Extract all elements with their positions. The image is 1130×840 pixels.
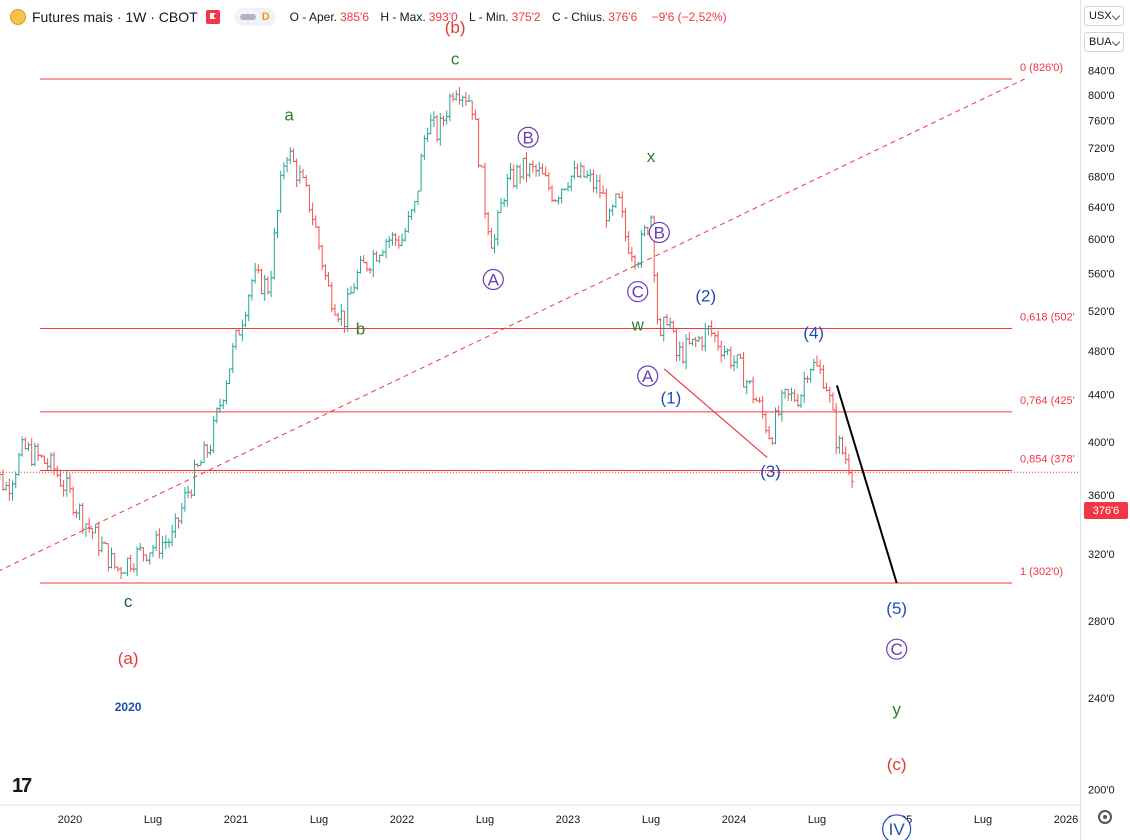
x-tick-label: Lug	[974, 814, 992, 826]
y-tick-label: 600'0	[1088, 234, 1115, 246]
x-tick-label: 2026	[1054, 814, 1078, 826]
wave-circle	[882, 814, 912, 840]
wave-label: (c)	[887, 755, 907, 774]
x-tick-label: 2023	[556, 814, 580, 826]
wave-label: x	[647, 147, 656, 166]
x-tick-label: 2021	[224, 814, 248, 826]
y-tick-label: 760'0	[1088, 116, 1115, 128]
symbol-title[interactable]: Futures mais · 1W · CBOT	[32, 9, 198, 25]
wave-label: (b)	[445, 18, 466, 37]
wave-label: A	[488, 271, 500, 290]
y-tick-label: 680'0	[1088, 171, 1115, 183]
wave-label: (a)	[118, 649, 139, 668]
wave-label: C	[891, 640, 903, 659]
y-tick-label: 200'0	[1088, 784, 1115, 796]
y-tick-label: 840'0	[1088, 66, 1115, 78]
wave-label: b	[356, 319, 365, 338]
wave-circle	[648, 221, 670, 244]
x-tick-label: 2024	[722, 814, 746, 826]
delay-label: D	[261, 11, 270, 23]
open-value: 385'6	[340, 10, 369, 24]
x-tick-label: Lug	[310, 814, 328, 826]
corn-symbol-icon	[10, 9, 26, 25]
wave-circle	[482, 268, 504, 291]
wave-label: A	[642, 367, 654, 386]
y-tick-label: 520'0	[1088, 306, 1115, 318]
low-value: 375'2	[511, 10, 541, 24]
y-tick-label: 800'0	[1088, 90, 1115, 102]
fib-label: 0,854 (378'	[1020, 454, 1075, 466]
y-tick-label: 280'0	[1088, 616, 1115, 628]
low-label: L - Min.	[469, 10, 509, 24]
open-label: O - Aper.	[289, 10, 337, 24]
change-value: −9'6 (−2,52%)	[651, 10, 727, 24]
channel-line	[663, 368, 768, 458]
wave-label: (3)	[760, 462, 781, 481]
market-status-icon	[239, 14, 256, 20]
wave-label: B	[522, 128, 533, 147]
wave-label: (2)	[695, 286, 716, 305]
wave-label: (1)	[661, 389, 682, 408]
wave-circle	[517, 126, 539, 148]
tradingview-logo-icon[interactable]: 17	[12, 775, 32, 797]
wave-label: 2020	[115, 700, 142, 714]
x-tick-label: Lug	[476, 814, 494, 826]
settings-gear-icon[interactable]	[1098, 810, 1112, 824]
x-tick-label: Lug	[808, 814, 826, 826]
wave-label: (4)	[803, 324, 824, 343]
wave-circle	[637, 365, 659, 387]
y-tick-label: 440'0	[1088, 389, 1115, 401]
price-scale-panel[interactable]	[1080, 0, 1130, 840]
fib-label: 0,764 (425'	[1020, 395, 1075, 407]
high-label: H - Max.	[380, 10, 426, 24]
fib-label: 1 (302'0)	[1020, 566, 1063, 578]
projection-line	[835, 385, 898, 584]
wave-label: c	[451, 50, 460, 69]
ohlc-values: O - Aper. 385'6 H - Max. 393'0 L - Min. 375…	[290, 10, 735, 24]
x-tick-label: 2022	[390, 814, 414, 826]
wave-label: B	[654, 223, 665, 242]
y-tick-label: 320'0	[1088, 549, 1115, 561]
close-label: C - Chius.	[551, 10, 606, 24]
flag-icon[interactable]	[205, 10, 220, 24]
wave-label: a	[284, 106, 294, 125]
fib-label: 0,618 (502'	[1020, 311, 1075, 323]
y-tick-label: 560'0	[1088, 269, 1115, 281]
y-tick-label: 240'0	[1088, 693, 1115, 705]
wave-label: y	[892, 700, 901, 719]
close-value: 376'6	[608, 10, 638, 24]
currency-label: USX	[1089, 10, 1112, 22]
wave-label: w	[631, 315, 645, 334]
y-tick-label: 360'0	[1088, 490, 1115, 502]
data-delay-badge[interactable]: D	[233, 8, 276, 26]
x-tick-label: Lug	[144, 814, 162, 826]
currency-select[interactable]: USX	[1084, 6, 1124, 26]
unit-select[interactable]: BUA	[1084, 32, 1124, 52]
y-tick-label: 720'0	[1088, 143, 1115, 155]
fib-label: 0 (826'0)	[1020, 62, 1063, 74]
chart-header: Futures mais · 1W · CBOT D O - Aper. 385'…	[0, 0, 1080, 34]
high-value: 393'0	[428, 10, 458, 24]
x-tick-label: 2020	[58, 814, 82, 826]
y-tick-label: 640'0	[1088, 202, 1115, 214]
unit-label: BUA	[1089, 36, 1112, 48]
y-tick-label: 400'0	[1088, 437, 1115, 449]
wave-label: C	[632, 283, 644, 302]
x-tick-label: Lug	[642, 814, 660, 826]
wave-label: c	[124, 592, 133, 611]
last-price-badge: 376'6	[1084, 502, 1128, 519]
wave-circle	[886, 638, 908, 660]
y-tick-label: 480'0	[1088, 346, 1115, 358]
wave-label: IV	[889, 820, 906, 839]
dashed-trendline	[0, 78, 1025, 571]
wave-label: (5)	[886, 599, 907, 618]
wave-circle	[627, 280, 649, 303]
